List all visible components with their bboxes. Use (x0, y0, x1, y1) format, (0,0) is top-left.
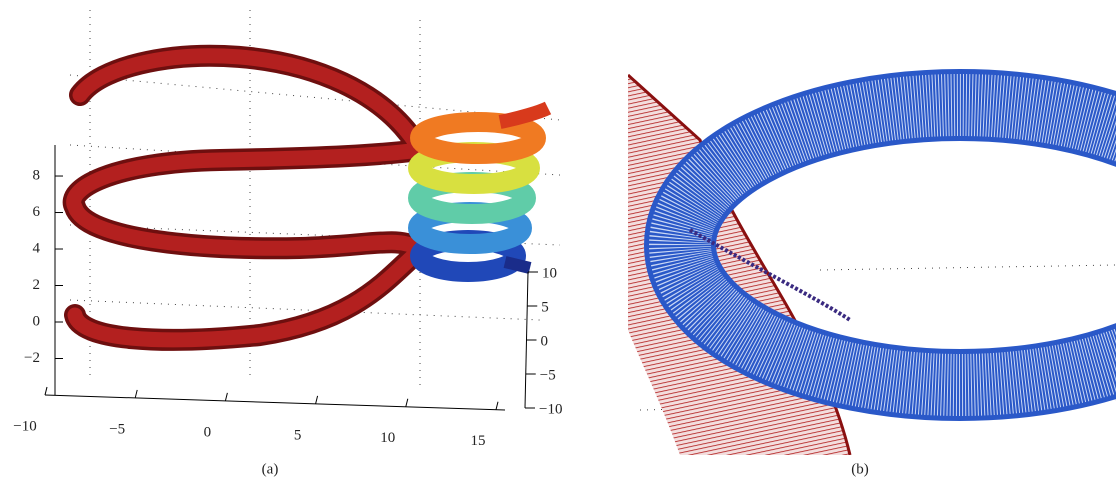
z-tick-label: 8 (33, 167, 41, 183)
x-tick-label: 10 (380, 430, 395, 446)
helix (418, 108, 548, 272)
x-tick (135, 390, 137, 398)
x-tick (496, 402, 498, 410)
z-tick-label: −2 (24, 350, 40, 366)
caption: (a) (262, 461, 279, 477)
x-tick (316, 396, 318, 404)
y-tick-label: −10 (539, 401, 562, 417)
z-tick-label: 6 (33, 204, 41, 220)
x-axis (45, 395, 505, 410)
x-tick (225, 393, 227, 401)
mesh-panel (628, 75, 1116, 455)
x-tick (406, 399, 408, 407)
x-tick-label: −5 (109, 421, 125, 437)
tube-red (74, 56, 420, 340)
figure: (a) (b) −10 −5 0 5 10 15 −10 −5 0 5 10 −2 0 2 4 6 8 (0, 0, 1116, 498)
caption: (b) (851, 461, 869, 477)
y-tick-label: −5 (540, 367, 556, 383)
x-tick-label: 0 (204, 424, 212, 440)
z-tick-label: 0 (33, 313, 41, 329)
x-tick-label: −10 (13, 418, 36, 434)
x-tick-label: 15 (470, 433, 485, 449)
z-tick-label: 4 (33, 240, 41, 256)
x-tick (45, 387, 47, 395)
y-tick-label: 0 (541, 333, 549, 349)
y-tick-label: 10 (542, 265, 557, 281)
z-tick-label: 2 (33, 277, 41, 293)
y-tick-label: 5 (541, 299, 549, 315)
x-tick-label: 5 (294, 427, 302, 443)
